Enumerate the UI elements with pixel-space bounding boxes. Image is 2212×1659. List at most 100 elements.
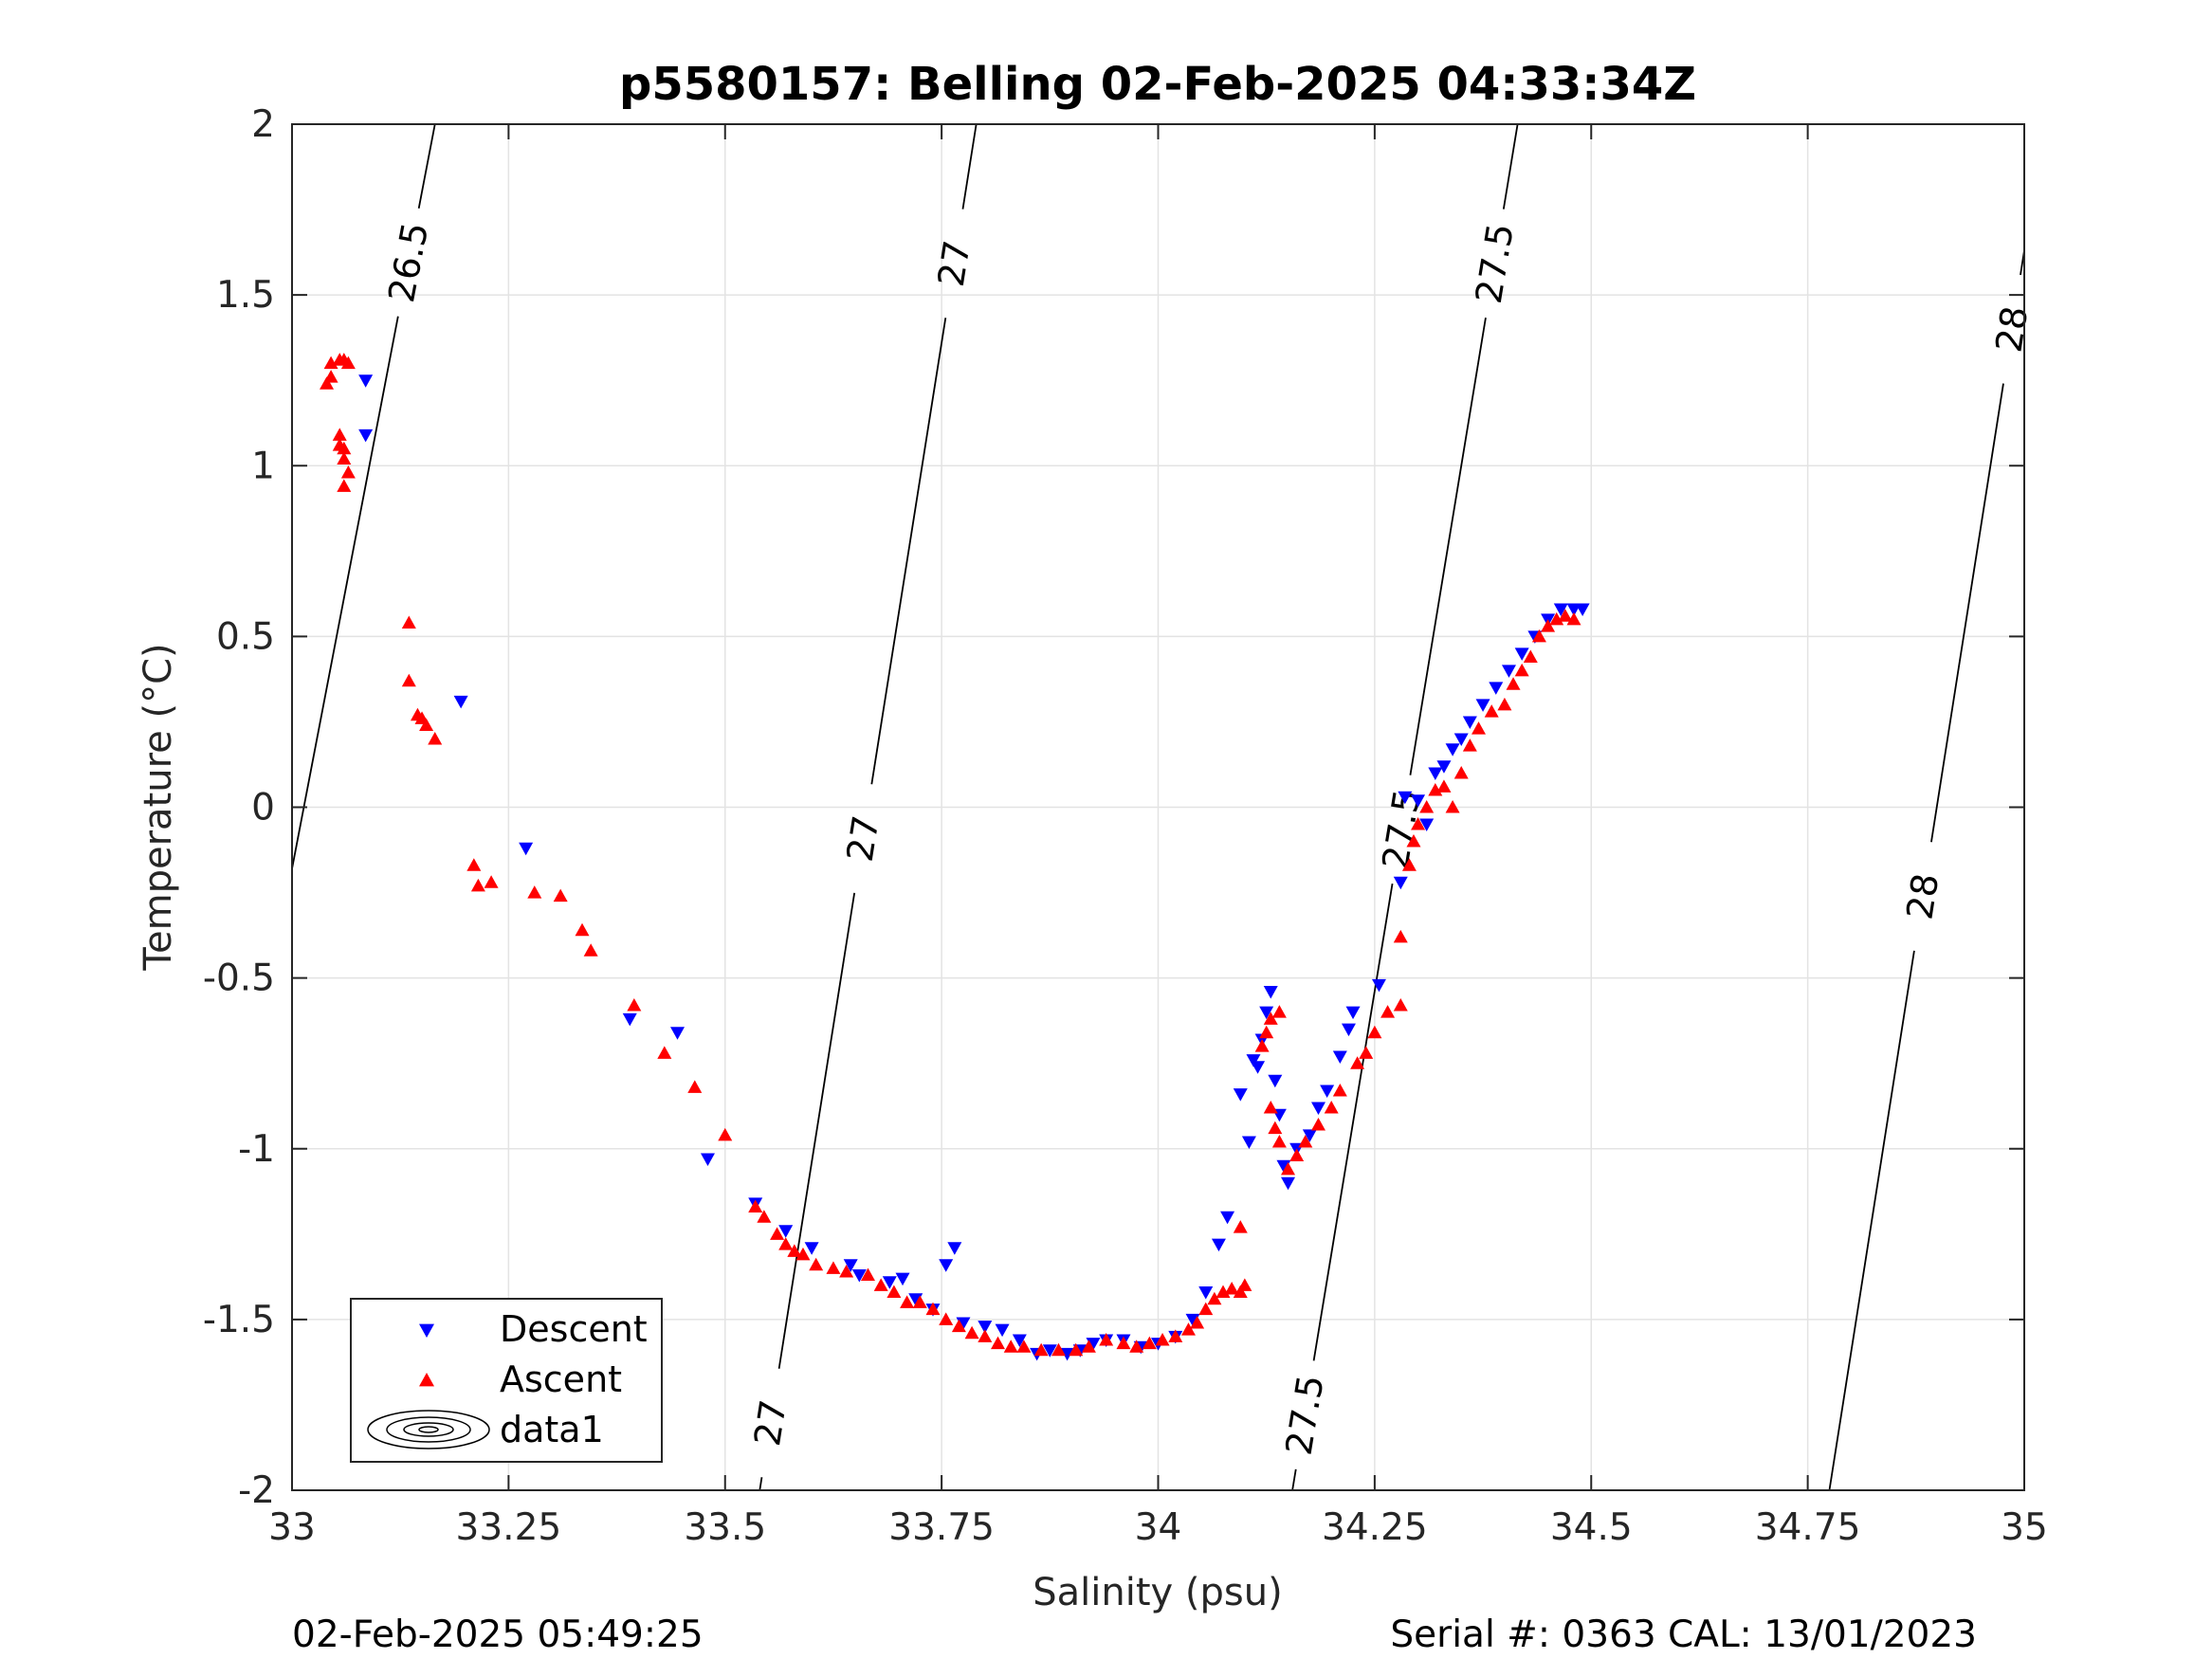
descent-point — [895, 1272, 910, 1286]
ascent-point — [873, 1278, 888, 1291]
descent-point — [851, 1269, 867, 1283]
descent-point — [939, 1259, 954, 1272]
ascent-point — [323, 370, 338, 383]
descent-point — [1445, 743, 1460, 757]
ascent-point — [337, 441, 352, 455]
y-tick-label: -1.5 — [203, 1299, 275, 1341]
ascent-point — [1254, 1039, 1270, 1052]
legend-ascent-label: Ascent — [500, 1358, 622, 1400]
ascent-point — [900, 1295, 915, 1308]
ascent-point — [323, 356, 338, 370]
descent-point — [519, 842, 534, 856]
descent-point — [978, 1321, 993, 1334]
ascent-point — [1523, 649, 1538, 663]
descent-point — [1320, 1085, 1335, 1099]
ascent-point — [964, 1325, 979, 1340]
contour-line-27.5 — [1312, 883, 1394, 1361]
y-tick-label: 1 — [251, 445, 275, 487]
ascent-point — [1033, 1342, 1049, 1357]
ascent-point — [1281, 1161, 1296, 1176]
ascent-point — [583, 943, 598, 957]
y-tick-label: 0.5 — [216, 615, 275, 658]
ascent-point — [1380, 1005, 1396, 1018]
descent-point — [956, 1317, 971, 1330]
descent-point — [947, 1242, 962, 1255]
ascent-point — [1289, 1148, 1305, 1161]
y-axis-label: Temperature (°C) — [137, 643, 180, 971]
ascent-point — [1016, 1340, 1032, 1353]
ascent-point — [1168, 1329, 1183, 1342]
ascent-point — [991, 1336, 1006, 1350]
ascent-point — [1310, 1118, 1325, 1131]
ascent-point — [1207, 1291, 1222, 1305]
ascent-point — [925, 1302, 941, 1316]
contour-line-27.5 — [1502, 123, 1519, 210]
descent-point — [1575, 603, 1590, 617]
ascent-point — [1541, 619, 1556, 632]
descent-point — [1553, 603, 1568, 617]
descent-point — [1246, 1054, 1261, 1067]
ascent-point — [1155, 1332, 1170, 1346]
ascent-point — [978, 1329, 993, 1342]
ascent-point — [839, 1264, 854, 1278]
ascent-point — [1453, 765, 1469, 779]
x-tick-label: 35 — [2001, 1506, 2048, 1549]
ascent-point — [826, 1261, 841, 1274]
ascent-point — [1393, 997, 1408, 1012]
ascent-point — [951, 1319, 966, 1333]
ascent-point — [553, 888, 568, 902]
y-tick-label: -2 — [238, 1469, 275, 1512]
ascent-point — [1081, 1340, 1096, 1353]
ascent-point — [770, 1227, 785, 1240]
contour-line-27 — [961, 123, 978, 210]
x-tick-label: 34.75 — [1755, 1506, 1861, 1549]
ascent-point — [1558, 609, 1573, 622]
x-tick-label: 33.5 — [684, 1506, 766, 1549]
ascent-point — [527, 885, 542, 899]
descent-point — [622, 1012, 637, 1027]
y-tick-label: 2 — [251, 103, 275, 146]
ascent-point — [419, 718, 434, 732]
ascent-point — [428, 731, 443, 745]
ascent-point — [809, 1257, 824, 1271]
descent-point — [1220, 1211, 1235, 1225]
descent-point — [1428, 767, 1443, 780]
legend-contour-icon — [367, 1410, 490, 1449]
ascent-point — [1069, 1342, 1084, 1357]
contour-label-28: 28 — [1987, 303, 2036, 356]
ascent-point — [1566, 611, 1581, 626]
ascent-point — [687, 1080, 703, 1093]
ascent-point — [320, 376, 335, 390]
descent-point — [1263, 986, 1278, 999]
descent-point — [1462, 716, 1477, 729]
descent-point — [804, 1242, 819, 1255]
ascent-point — [1419, 800, 1435, 813]
legend-ascent-marker — [419, 1373, 434, 1387]
ascent-point — [1406, 834, 1421, 848]
ascent-point — [1359, 1046, 1374, 1059]
descent-point — [1060, 1347, 1075, 1361]
ascent-point — [1051, 1342, 1066, 1357]
ascent-point — [778, 1237, 794, 1250]
ascent-series — [320, 353, 1581, 1357]
ascent-point — [466, 858, 482, 871]
contour-label-27: 27 — [746, 1397, 795, 1449]
descent-point — [1086, 1338, 1101, 1351]
descent-point — [1012, 1334, 1027, 1347]
ascent-point — [1411, 817, 1426, 830]
descent-point — [1259, 1006, 1274, 1020]
ascent-point — [337, 479, 352, 492]
ascent-point — [470, 878, 485, 892]
chart-title: p5580157: Belling 02-Feb-2025 04:33:34Z — [619, 58, 1696, 111]
descent-point — [1251, 1061, 1266, 1074]
ascent-point — [1268, 1121, 1283, 1135]
contour-line-27 — [759, 1477, 763, 1491]
ascent-point — [401, 673, 416, 687]
ascent-point — [1216, 1285, 1231, 1299]
descent-point — [1436, 760, 1452, 774]
y-tick-label: 0 — [251, 787, 275, 830]
descent-point — [1268, 1074, 1283, 1088]
ascent-point — [912, 1295, 927, 1308]
descent-point — [453, 695, 468, 709]
